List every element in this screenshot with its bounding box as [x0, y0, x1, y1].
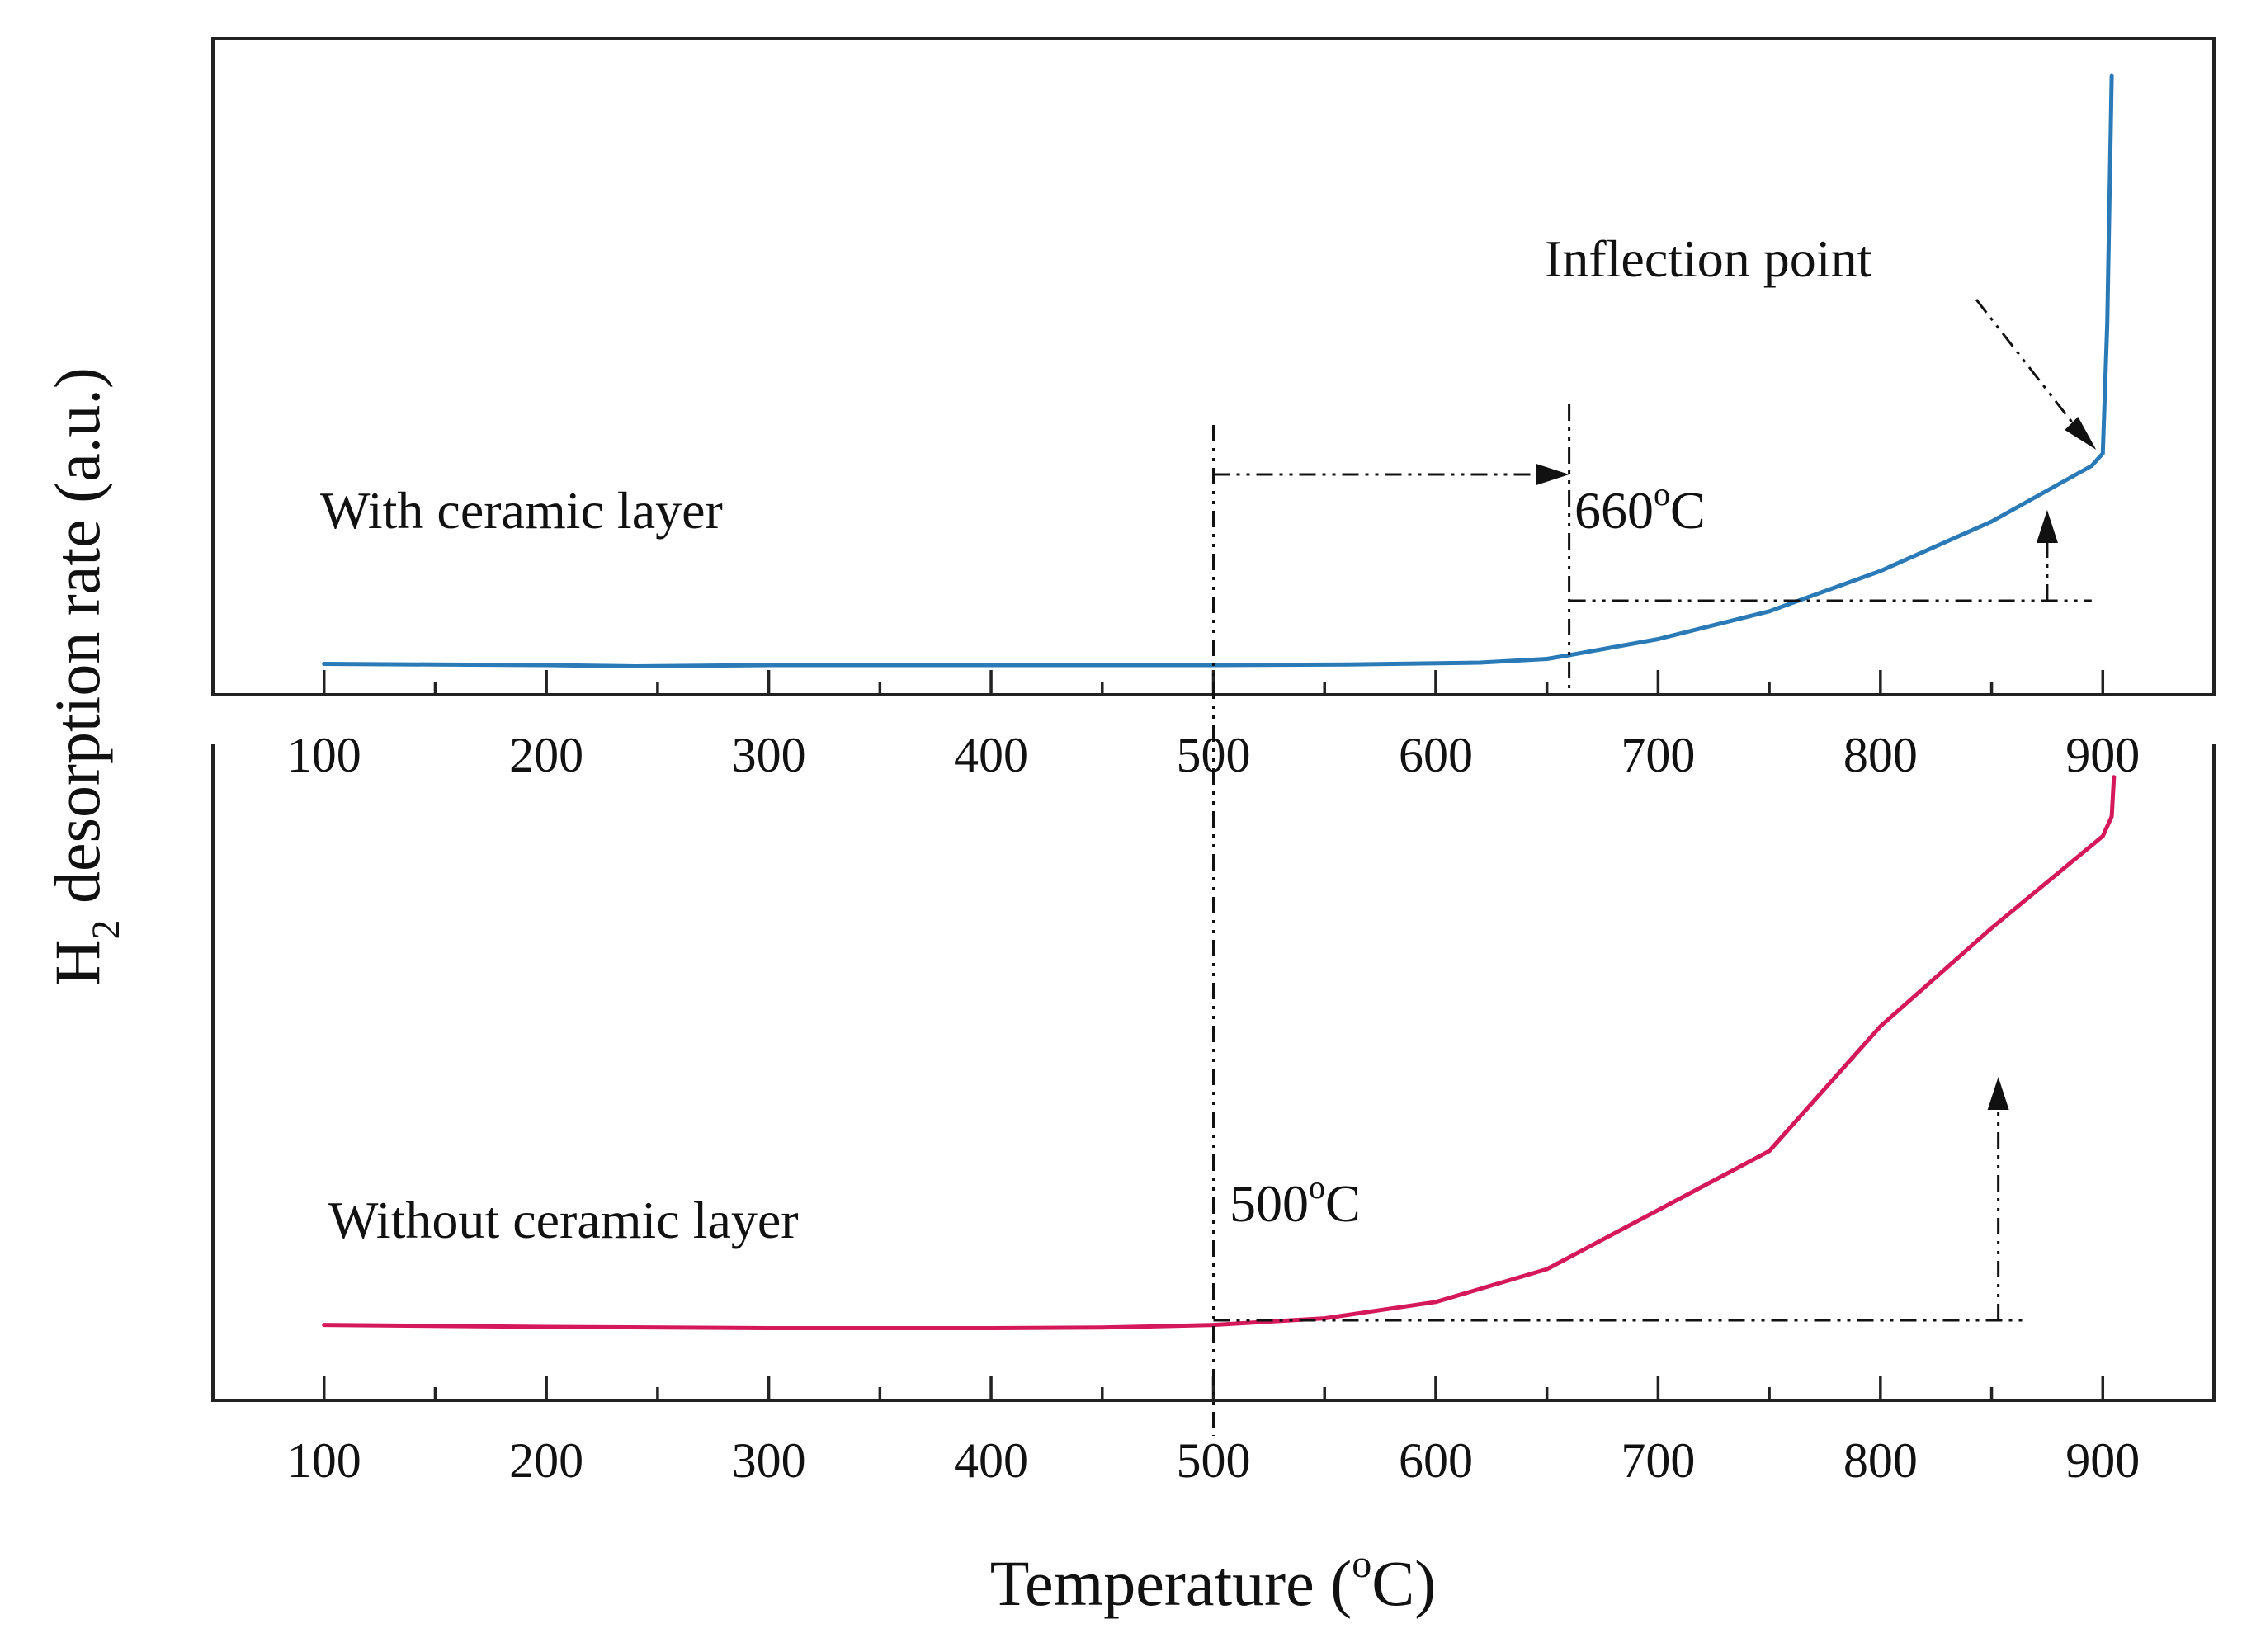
- shift-arrow-head: [1536, 464, 1569, 485]
- tick-label-bottom-800: 800: [1843, 1433, 1918, 1488]
- tick-label-bottom-900: 900: [2065, 1433, 2140, 1488]
- tick-label-top-300: 300: [732, 728, 806, 782]
- onset-500-unit: C: [1325, 1174, 1361, 1233]
- tick-label-top-700: 700: [1621, 728, 1695, 782]
- tick-label-bottom-600: 600: [1399, 1433, 1473, 1488]
- tick-label-top-600: 600: [1399, 728, 1473, 782]
- y-axis-label-h: H: [41, 939, 113, 985]
- tick-label-bottom-400: 400: [954, 1433, 1028, 1488]
- y-axis-label: H2 desorption rate (a.u.): [41, 367, 128, 986]
- tick-label-top-900: 900: [2065, 728, 2140, 782]
- y-axis-label-sub: 2: [84, 919, 128, 939]
- annotation-guides: [1212, 299, 2097, 1436]
- tick-label-bottom-100: 100: [287, 1433, 361, 1488]
- onset-660-label: 660oC: [1574, 475, 1706, 540]
- tick-label-top-400: 400: [954, 728, 1028, 782]
- top-series-label: With ceramic layer: [320, 481, 723, 540]
- tick-label-top-100: 100: [287, 728, 361, 782]
- x-axis-label-degree: o: [1352, 1542, 1371, 1586]
- top-rise-arrow-head: [2036, 510, 2058, 543]
- onset-500-value: 500: [1230, 1174, 1309, 1233]
- series-without-ceramic-layer: [322, 775, 2117, 1330]
- series-with-ceramic-layer: [322, 73, 2114, 668]
- tick-label-bottom-200: 200: [509, 1433, 583, 1488]
- tick-label-top-800: 800: [1843, 728, 1918, 782]
- onset-660-degree: o: [1654, 475, 1670, 512]
- inflection-arrow-head: [2065, 417, 2097, 450]
- onset-500-label: 500oC: [1230, 1168, 1361, 1233]
- y-axis-label-rest: desorption rate (a.u.): [41, 367, 113, 919]
- x-axis-label: Temperature (oC): [990, 1542, 1436, 1619]
- x-axis-label-main: Temperature (: [990, 1547, 1352, 1619]
- onset-660-value: 660: [1574, 481, 1654, 540]
- bottom-x-axis: 100 200 300 400 500 600 700 800 900: [287, 1376, 2140, 1488]
- bottom-rise-arrow-head: [1987, 1077, 2009, 1110]
- x-axis-label-unit: C): [1371, 1547, 1436, 1619]
- top-panel-frame: [211, 37, 2216, 696]
- tick-label-bottom-500: 500: [1177, 1433, 1251, 1488]
- inflection-point-label: Inflection point: [1545, 229, 1872, 288]
- onset-660-unit: C: [1670, 481, 1706, 540]
- top-x-axis: 100 200 300 400 500 600 700 800 900: [287, 670, 2140, 782]
- tick-label-bottom-700: 700: [1621, 1433, 1695, 1488]
- inflection-arrow-line: [1975, 299, 2079, 431]
- tick-label-bottom-300: 300: [732, 1433, 806, 1488]
- onset-500-degree: o: [1309, 1168, 1325, 1206]
- tick-label-top-200: 200: [509, 728, 583, 782]
- bottom-series-label: Without ceramic layer: [328, 1191, 799, 1249]
